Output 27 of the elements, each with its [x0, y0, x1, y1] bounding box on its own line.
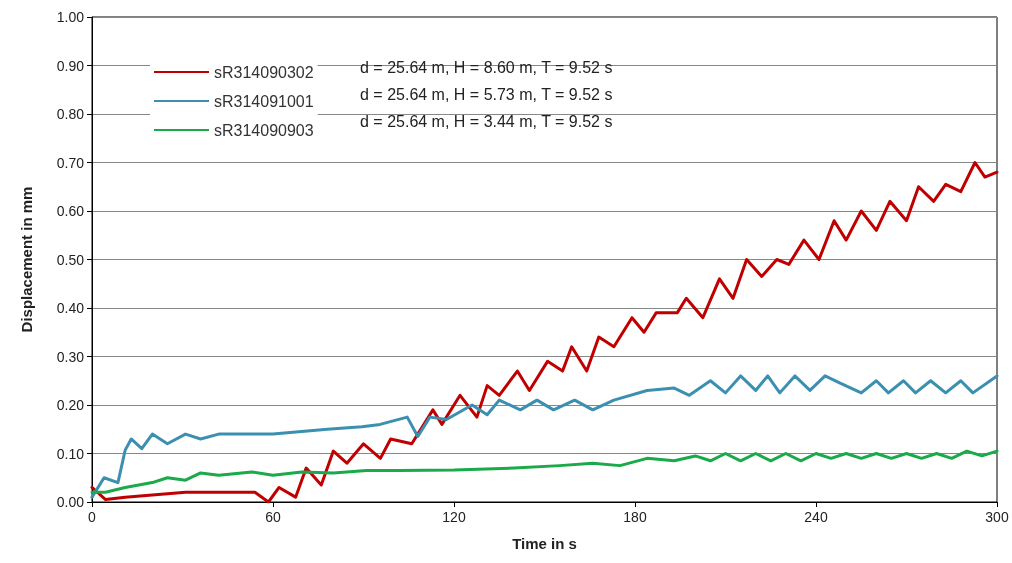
annotation: d = 25.64 m, H = 8.60 m, T = 9.52 s — [360, 58, 613, 76]
y-tick-label: 0.60 — [56, 203, 85, 219]
y-axis-title: Displacement in mm — [18, 186, 35, 333]
x-tick-label: 180 — [623, 509, 647, 525]
x-tick-label: 60 — [265, 509, 281, 525]
x-tick-label: 120 — [442, 509, 466, 525]
y-tick-label: 0.40 — [56, 300, 85, 316]
x-tick-label: 300 — [985, 509, 1009, 525]
y-tick-label: 0.00 — [56, 494, 85, 510]
line-series — [90, 374, 999, 499]
legend-label: sR314091001 — [214, 92, 314, 110]
x-tick-label: 240 — [804, 509, 828, 525]
x-axis-title: Time in s — [512, 535, 577, 552]
y-tick-label: 0.10 — [56, 445, 85, 462]
annotation: d = 25.64 m, H = 5.73 m, T = 9.52 s — [360, 85, 613, 103]
y-tick-label: 0.70 — [56, 154, 85, 171]
y-tick-label: 1.00 — [56, 9, 85, 25]
y-tick-label: 0.50 — [56, 251, 85, 268]
y-tick-label: 0.30 — [56, 348, 85, 365]
line-series — [90, 449, 999, 494]
annotation: d = 25.64 m, H = 3.44 m, T = 9.52 s — [360, 112, 613, 130]
y-tick-label: 0.80 — [56, 106, 85, 122]
x-tick-label: 0 — [88, 509, 97, 525]
y-tick-label: 0.90 — [56, 57, 85, 74]
legend-label: sR314090302 — [214, 63, 314, 81]
legend-label: sR314090903 — [214, 121, 314, 139]
y-tick-label: 0.20 — [56, 397, 85, 413]
